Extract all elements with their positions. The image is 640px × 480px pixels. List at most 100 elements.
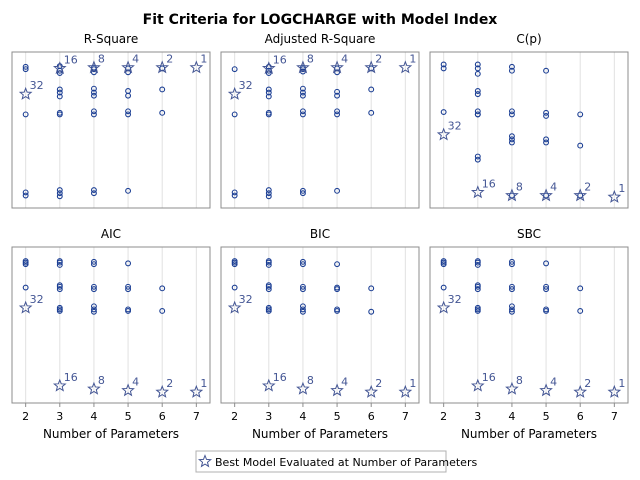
circle-point: [56, 187, 63, 194]
circle-point: [56, 109, 63, 116]
x-tick-label: 4: [508, 410, 515, 423]
best-model-label: 8: [98, 374, 105, 387]
circle-point: [508, 308, 515, 315]
best-model-label: 1: [200, 377, 207, 390]
best-model-star: [227, 86, 242, 100]
legend-box: [195, 450, 447, 473]
circle-point: [334, 261, 341, 268]
circle-point: [56, 258, 63, 264]
x-axis-label: Number of Parameters: [461, 427, 597, 441]
best-model-label: 16: [273, 53, 287, 66]
best-model-label: 4: [132, 376, 139, 389]
circle-point: [231, 111, 238, 118]
best-model-label: 4: [550, 181, 557, 194]
best-model-star: [52, 378, 67, 392]
circle-point: [474, 111, 481, 118]
circle-point: [265, 190, 272, 197]
circle-point: [231, 258, 238, 264]
circle-point: [474, 65, 481, 72]
circle-point: [231, 284, 238, 291]
best-model-label: 4: [341, 53, 348, 66]
best-model-star: [296, 381, 310, 395]
best-model-label: 16: [482, 371, 496, 384]
circle-point: [299, 283, 306, 290]
circle-point: [231, 66, 238, 73]
circle-point: [56, 304, 63, 311]
circle-point: [231, 192, 238, 199]
x-tick-label: 3: [56, 410, 63, 423]
panel-title: C(p): [516, 32, 541, 46]
best-model-label: 16: [64, 371, 78, 384]
best-model-label: 2: [166, 53, 173, 66]
circle-point: [474, 70, 481, 77]
circle-point: [90, 308, 97, 315]
x-tick-label: 2: [231, 410, 238, 423]
x-tick-label: 7: [402, 410, 409, 423]
x-tick-label: 5: [543, 410, 550, 423]
best-model-star: [364, 60, 379, 74]
best-model-label: 32: [30, 79, 44, 92]
circle-point: [299, 303, 306, 310]
plot-frame: [220, 51, 420, 209]
circle-point: [543, 283, 550, 290]
best-model-label: 16: [482, 177, 496, 190]
circle-point: [265, 109, 272, 116]
circle-point: [543, 113, 550, 119]
best-model-star: [155, 384, 170, 398]
circle-point: [508, 283, 515, 290]
circle-point: [22, 284, 29, 291]
circle-point: [474, 304, 481, 311]
circle-point: [125, 308, 132, 314]
circle-point: [440, 61, 447, 68]
circle-point: [125, 187, 132, 194]
best-model-label: 2: [375, 377, 382, 390]
circle-point: [265, 187, 272, 194]
circle-point: [231, 189, 238, 196]
panel-1: R-Square 32 16 8 4 2 1: [11, 32, 211, 209]
best-model-label: 4: [132, 53, 139, 66]
best-model-label: 32: [448, 293, 462, 306]
best-model-star: [18, 86, 33, 100]
circle-point: [90, 92, 97, 99]
circle-point: [56, 86, 63, 93]
circle-point: [543, 109, 550, 116]
circle-point: [90, 303, 97, 310]
circle-point: [265, 86, 272, 93]
circle-point: [474, 286, 481, 293]
circle-point: [577, 111, 584, 118]
panel-title: Adjusted R-Square: [265, 32, 376, 46]
circle-point: [474, 261, 481, 268]
circle-point: [90, 89, 97, 96]
circle-point: [90, 111, 97, 118]
circle-point: [125, 88, 132, 94]
best-model-label: 4: [550, 376, 557, 389]
circle-point: [508, 108, 515, 115]
best-model-label: 1: [409, 53, 416, 66]
circle-point: [159, 109, 166, 116]
plot-frame: [220, 246, 420, 404]
circle-point: [265, 261, 272, 268]
circle-point: [90, 258, 97, 265]
panel-5: BIC 32 16 8 4 2 1 2 3 4 5 6 7 Number of Parameters: [220, 227, 420, 441]
circle-point: [508, 136, 515, 143]
x-tick-label: 6: [368, 410, 375, 423]
best-model-label: 2: [166, 377, 173, 390]
circle-point: [22, 258, 29, 264]
x-tick-label: 4: [299, 410, 306, 423]
circle-point: [368, 109, 375, 116]
figure-title: Fit Criteria for LOGCHARGE with Model In…: [143, 12, 498, 28]
best-model-star: [573, 384, 588, 398]
circle-point: [22, 192, 29, 199]
panel-4: AIC 32 16 8 4 2 1 2 3 4 5 6 7 Number of Parameters: [11, 227, 211, 441]
circle-point: [56, 193, 63, 200]
circle-point: [508, 133, 515, 140]
best-model-star: [52, 61, 67, 75]
plot-frame: [11, 246, 211, 404]
best-model-star: [189, 384, 204, 398]
best-model-star: [436, 300, 451, 314]
circle-point: [474, 282, 481, 289]
circle-point: [543, 67, 550, 74]
best-model-star: [18, 300, 33, 314]
circle-point: [543, 136, 550, 143]
